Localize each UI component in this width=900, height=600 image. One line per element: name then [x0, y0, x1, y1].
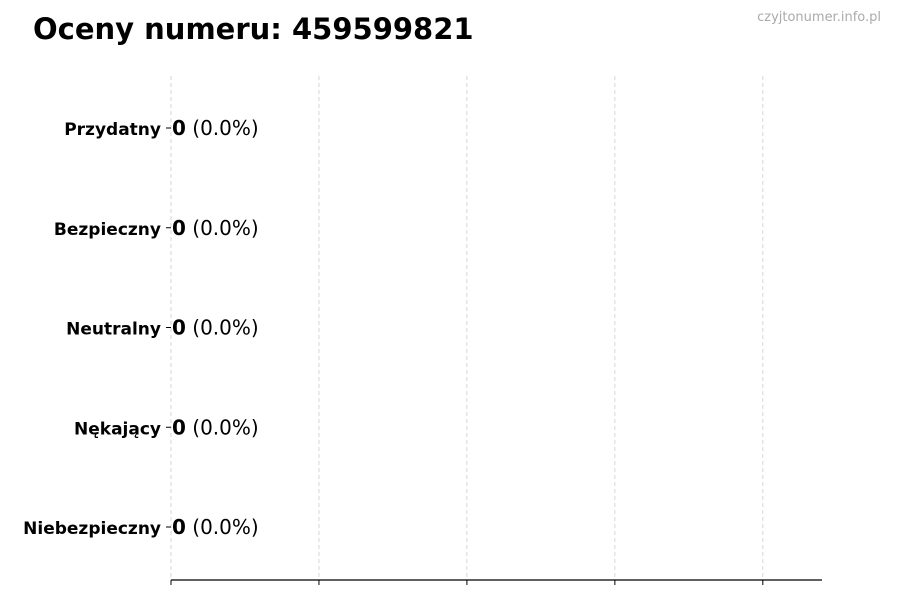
data-label: 0 (0.0%) — [172, 116, 259, 140]
data-label: 0 (0.0%) — [172, 415, 259, 439]
data-label-percent: (0.0%) — [186, 316, 259, 340]
data-label-count: 0 — [172, 515, 186, 539]
data-label-count: 0 — [172, 216, 186, 240]
data-label-percent: (0.0%) — [186, 116, 259, 140]
data-label-percent: (0.0%) — [186, 216, 259, 240]
data-label-count: 0 — [172, 316, 186, 340]
category-label: Niebezpieczny — [23, 519, 161, 539]
data-label-percent: (0.0%) — [186, 515, 259, 539]
data-label-percent: (0.0%) — [186, 415, 259, 439]
data-label: 0 (0.0%) — [172, 216, 259, 240]
data-label: 0 (0.0%) — [172, 316, 259, 340]
chart-title: Oceny numeru: 459599821 — [33, 12, 474, 46]
data-label-count: 0 — [172, 116, 186, 140]
data-label: 0 (0.0%) — [172, 515, 259, 539]
watermark: czyjtonumer.info.pl — [757, 10, 881, 25]
category-label: Przydatny — [64, 120, 161, 140]
category-label: Bezpieczny — [54, 220, 161, 240]
data-label-count: 0 — [172, 415, 186, 439]
category-label: Neutralny — [66, 320, 161, 340]
category-label: Nękający — [74, 419, 161, 439]
